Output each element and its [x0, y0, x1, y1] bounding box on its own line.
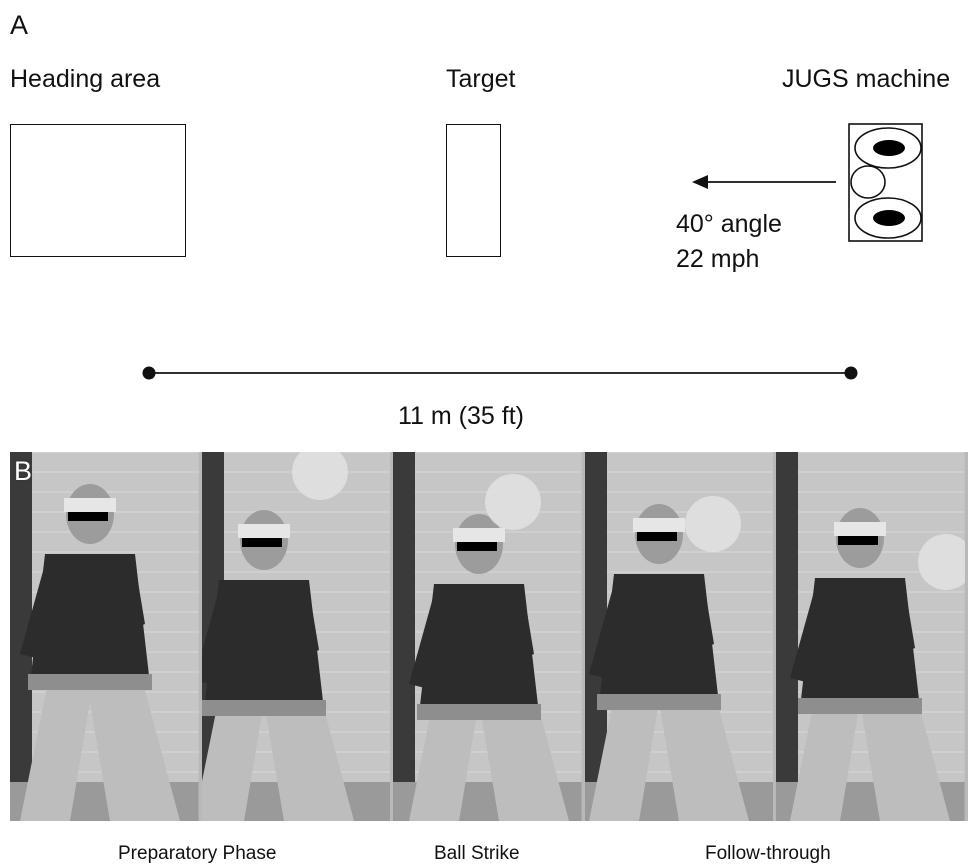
jugs-machine-icon: [848, 123, 923, 242]
heading-area-label: Heading area: [10, 65, 161, 93]
photo-sequence: [10, 452, 968, 821]
caption-follow-through: Follow-through: [705, 843, 831, 864]
target-label: Target: [446, 65, 516, 93]
jugs-machine-label: JUGS machine: [782, 65, 951, 93]
caption-preparatory-phase: Preparatory Phase: [118, 843, 277, 864]
heading-area-box: [10, 124, 186, 257]
distance-line: [142, 366, 858, 380]
caption-ball-strike: Ball Strike: [434, 843, 520, 864]
panel-b-letter: B: [14, 456, 33, 486]
target-box: [446, 124, 501, 257]
panel-a-letter: A: [10, 10, 29, 40]
distance-label: 11 m (35 ft): [398, 402, 524, 430]
photo-frame-5: [776, 452, 965, 821]
photo-frame-3: [393, 452, 582, 821]
launch-arrow-icon: [692, 175, 836, 189]
photo-frame-4: [584, 452, 774, 821]
photo-frame-1: [10, 452, 199, 821]
photo-frame-2: [201, 452, 391, 821]
launch-angle-label: 40° angle: [676, 210, 782, 238]
launch-speed-label: 22 mph: [676, 245, 760, 273]
